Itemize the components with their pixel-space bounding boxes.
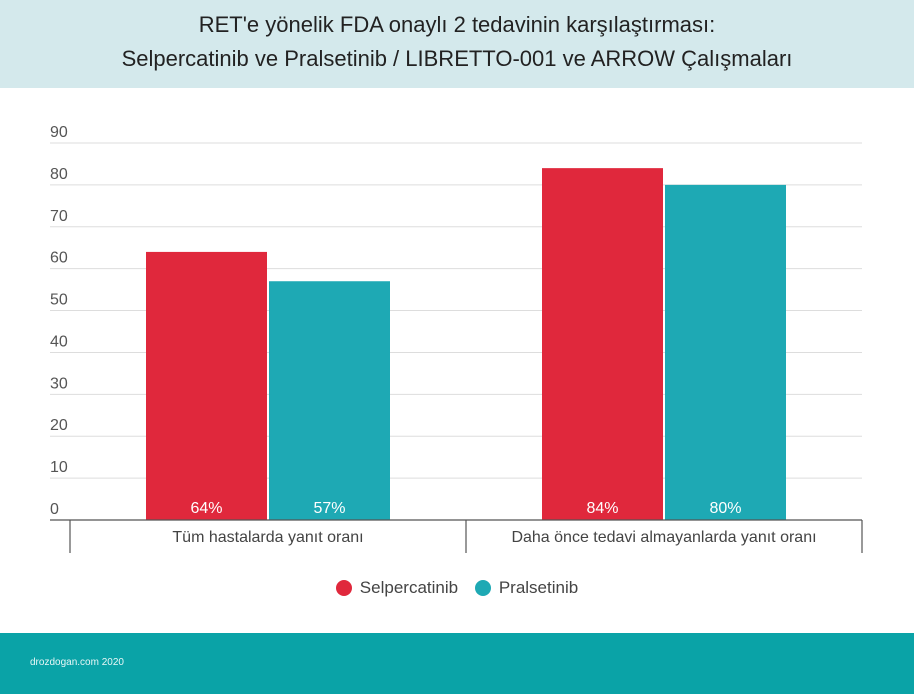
legend-item-selpercatinib: Selpercatinib xyxy=(335,578,459,598)
footer-bar: drozdogan.com 2020 xyxy=(0,633,914,694)
x-category-label: Daha önce tedavi almayanlarda yanıt oran… xyxy=(511,529,816,546)
x-category-label: Tüm hastalarda yanıt oranı xyxy=(172,529,363,546)
y-tick-label: 0 xyxy=(50,501,59,518)
bar-value-label: 64% xyxy=(190,500,222,517)
footer-credit: drozdogan.com 2020 xyxy=(30,657,124,668)
legend-swatch-selpercatinib xyxy=(335,580,352,596)
bar xyxy=(269,281,390,520)
bar xyxy=(665,184,786,520)
legend-swatch-pralsetinib xyxy=(474,580,491,596)
bar xyxy=(542,168,663,520)
y-tick-label: 40 xyxy=(50,333,68,350)
y-tick-label: 60 xyxy=(50,250,68,267)
y-tick-label: 80 xyxy=(50,166,68,183)
y-tick-label: 50 xyxy=(50,292,68,309)
legend-label-pralsetinib: Pralsetinib xyxy=(498,578,579,597)
legend: Selpercatinib Pralsetinib xyxy=(0,578,914,601)
bar-value-label: 57% xyxy=(313,500,345,517)
bar xyxy=(146,251,267,520)
y-tick-label: 90 xyxy=(50,124,68,141)
chart-title-line-2: Selpercatinib ve Pralsetinib / LIBRETTO-… xyxy=(121,46,793,71)
legend-item-pralsetinib: Pralsetinib xyxy=(474,578,579,598)
y-tick-label: 20 xyxy=(50,417,68,434)
y-tick-label: 70 xyxy=(50,208,68,225)
y-tick-label: 30 xyxy=(50,375,68,392)
bar-chart: 0 10 20 30 40 50 60 70 80 90 64% 57% 84% 80% Tüm hasta… xyxy=(50,124,863,553)
chart-title-line-1: RET'e yönelik FDA onaylı 2 tedavinin kar… xyxy=(198,12,716,37)
bar-value-label: 84% xyxy=(586,500,618,517)
y-tick-label: 10 xyxy=(50,459,68,476)
legend-label-selpercatinib: Selpercatinib xyxy=(359,578,459,597)
chart-header: RET'e yönelik FDA onaylı 2 tedavinin kar… xyxy=(0,0,914,88)
bar-value-label: 80% xyxy=(709,500,741,517)
